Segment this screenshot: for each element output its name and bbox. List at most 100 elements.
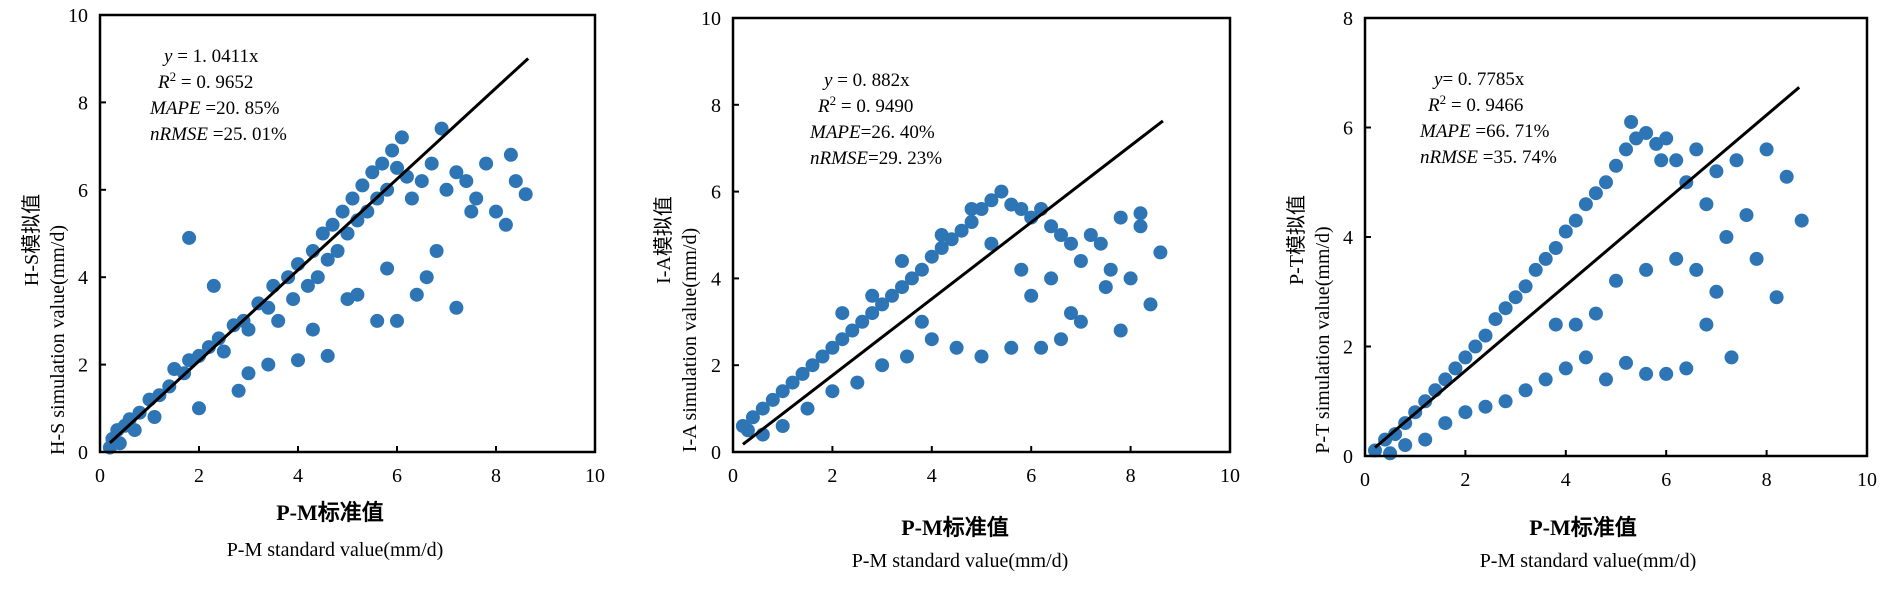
data-point-45	[1073, 314, 1088, 329]
data-point-28	[1014, 202, 1029, 216]
data-point-37	[1739, 208, 1754, 223]
data-point-67	[1548, 317, 1563, 332]
data-point-19	[1558, 224, 1573, 239]
data-point-70	[1024, 288, 1039, 303]
data-point-9	[825, 340, 840, 355]
y-tick-label: 4	[78, 267, 88, 289]
data-point-52	[459, 174, 474, 189]
data-point-55	[489, 204, 503, 219]
data-point-61	[429, 244, 444, 258]
data-point-34	[1073, 254, 1088, 268]
mape-value: MAPE =20. 85%	[149, 98, 280, 119]
x-axis-label-en: P-M standard value(mm/d)	[1480, 550, 1697, 572]
data-point-17	[241, 322, 256, 337]
data-points	[735, 184, 1168, 442]
data-point-4	[132, 405, 147, 420]
mape-value: MAPE=26. 40%	[809, 122, 935, 143]
data-point-46	[1054, 332, 1068, 347]
nrmse-value: nRMSE=29. 23%	[810, 148, 942, 169]
data-point-79	[147, 410, 162, 424]
y-tick-label: 0	[78, 442, 88, 464]
x-tick-label: 10	[585, 465, 605, 487]
r-squared: R2 = 0. 9466	[1427, 92, 1523, 117]
data-point-29	[320, 252, 335, 267]
regression-equation: y = 1. 0411x	[162, 46, 259, 67]
data-point-17	[1538, 251, 1553, 266]
y-tick-label: 8	[78, 92, 88, 114]
x-tick-label: 8	[1126, 465, 1136, 487]
data-point-61	[1383, 446, 1398, 461]
data-point-57	[508, 174, 523, 189]
y-tick-label: 6	[78, 180, 88, 202]
data-point-54	[850, 375, 865, 390]
data-point-56	[1478, 399, 1493, 414]
data-point-25	[300, 278, 315, 293]
data-point-33	[1699, 197, 1714, 212]
data-point-43	[1724, 350, 1739, 365]
data-point-12	[1488, 312, 1503, 327]
data-point-28	[315, 226, 330, 241]
data-point-52	[900, 349, 914, 364]
data-point-21	[1578, 197, 1593, 212]
data-point-31	[330, 244, 345, 258]
x-tick-label: 6	[1661, 469, 1671, 491]
data-point-11	[845, 323, 860, 338]
data-point-29	[1659, 131, 1674, 146]
data-point-67	[291, 353, 305, 368]
plot-frame	[98, 13, 597, 454]
data-point-49	[434, 121, 449, 136]
x-axis-label-cn: P-M标准值	[1529, 515, 1637, 540]
data-point-5	[1418, 394, 1433, 409]
r-squared: R2 = 0. 9652	[157, 69, 253, 94]
data-point-53	[469, 191, 484, 206]
data-point-23	[1599, 175, 1613, 190]
data-point-69	[231, 383, 246, 398]
data-point-32	[1054, 228, 1068, 242]
data-point-45	[1699, 317, 1714, 332]
data-point-62	[409, 287, 424, 302]
data-point-24	[974, 202, 989, 216]
data-point-62	[895, 254, 909, 268]
data-point-26	[994, 184, 1009, 199]
plot-frame	[731, 16, 1232, 454]
data-point-60	[1398, 438, 1413, 453]
data-point-35	[1719, 230, 1734, 244]
data-point-56	[498, 217, 513, 232]
data-point-33	[340, 226, 355, 241]
x-tick-label: 0	[95, 465, 105, 487]
data-point-68	[1624, 115, 1639, 129]
data-point-36	[1729, 153, 1744, 168]
data-point-65	[1588, 306, 1603, 321]
data-point-38	[1113, 210, 1128, 225]
y-axis-label-cn: H-S模拟值	[20, 194, 43, 286]
data-point-59	[503, 147, 518, 162]
y-tick-label: 10	[701, 8, 721, 30]
data-point-69	[1113, 323, 1128, 338]
data-point-32	[335, 204, 350, 219]
data-point-36	[355, 178, 370, 193]
data-point-48	[1639, 366, 1654, 381]
data-point-38	[1749, 251, 1764, 266]
data-point-40	[1133, 206, 1148, 221]
data-point-44	[394, 130, 409, 145]
chart-panel-1: 0 2 4 6 8 10 0 2 4 6 8 10 P-M标准值 P-M standard value(m…	[20, 5, 605, 561]
y-tick-label: 0	[1343, 446, 1353, 468]
data-point-77	[241, 366, 256, 381]
x-tick-label: 10	[1220, 465, 1240, 487]
data-point-46	[1679, 361, 1694, 376]
data-point-10	[1468, 339, 1483, 354]
data-point-0	[1368, 443, 1382, 458]
x-tick-label: 2	[827, 465, 837, 487]
x-tick-label: 0	[728, 465, 738, 487]
x-tick-label: 2	[1460, 469, 1470, 491]
data-point-74	[380, 261, 395, 276]
data-point-23	[286, 292, 301, 307]
data-point-75	[340, 292, 355, 307]
data-point-36	[1093, 236, 1108, 251]
data-point-53	[1538, 372, 1553, 387]
data-point-55	[825, 384, 840, 399]
y-tick-label: 8	[711, 95, 721, 117]
data-point-68	[261, 357, 276, 372]
